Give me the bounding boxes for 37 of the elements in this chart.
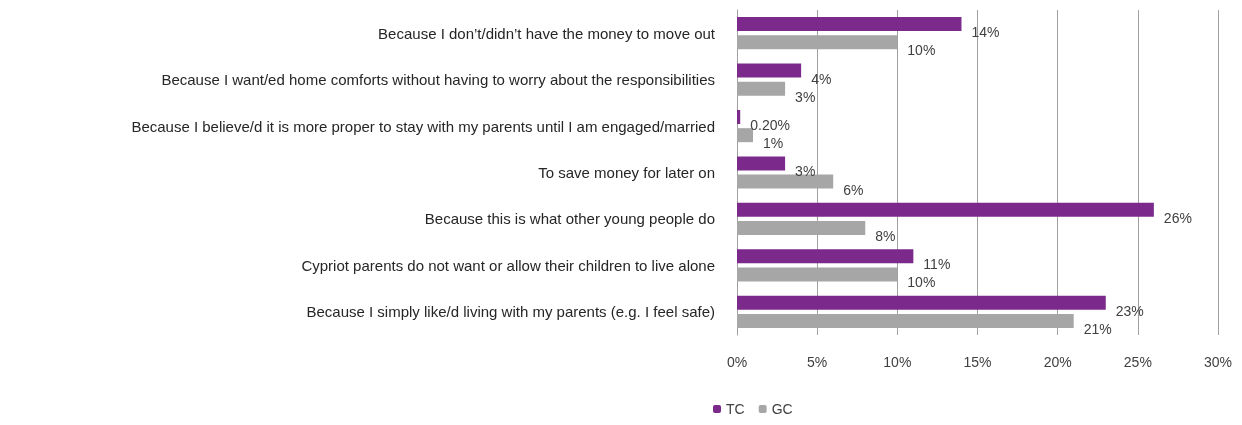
bar [737,63,802,78]
data-label: 1% [763,135,784,152]
data-label: 8% [875,228,896,245]
bar [737,295,1106,310]
data-label: 6% [843,181,864,198]
y-tick-label: Because I don’t/didn’t have the money to move out [378,24,716,42]
y-tick-label: Because I want/ed home comforts without having to worry about the responsibilities [161,71,715,89]
bar [737,156,786,171]
bar [737,202,1154,217]
y-tick-label: Because I simply like/d living with my parents (e.g. I feel safe) [306,303,715,321]
data-label: 21% [1083,320,1112,337]
y-tick-label: To save money for later on [538,164,715,181]
data-label: 10% [907,274,936,291]
bar [737,109,741,124]
x-tick-label: 5% [807,354,828,370]
x-tick-label: 0% [726,354,748,370]
x-tick-label: 20% [1043,354,1072,370]
x-tick-label: 10% [883,354,912,370]
bar [737,249,914,264]
data-label: 26% [1163,209,1192,226]
data-label: 3% [795,163,816,180]
data-label: 14% [971,24,1000,41]
data-label: 11% [923,256,951,273]
data-label: 23% [1115,302,1144,319]
y-tick-label: Because I believe/d it is more proper to stay with my parents until I am engaged/married [131,117,715,135]
legend-label: GC [771,401,793,417]
y-tick-label: Because this is what other young people do [424,210,715,228]
x-tick-label: 25% [1123,354,1152,370]
data-label: 0.20% [750,116,790,133]
x-tick-label: 30% [1203,354,1233,370]
data-label: 3% [795,88,816,105]
y-tick-label: Cypriot parents do not want or allow their children to live alone [301,256,715,274]
bar [737,17,962,32]
data-label: 10% [907,42,936,59]
legend-label: TC [726,401,745,417]
data-label: 4% [811,70,832,87]
x-tick-label: 15% [963,354,992,370]
